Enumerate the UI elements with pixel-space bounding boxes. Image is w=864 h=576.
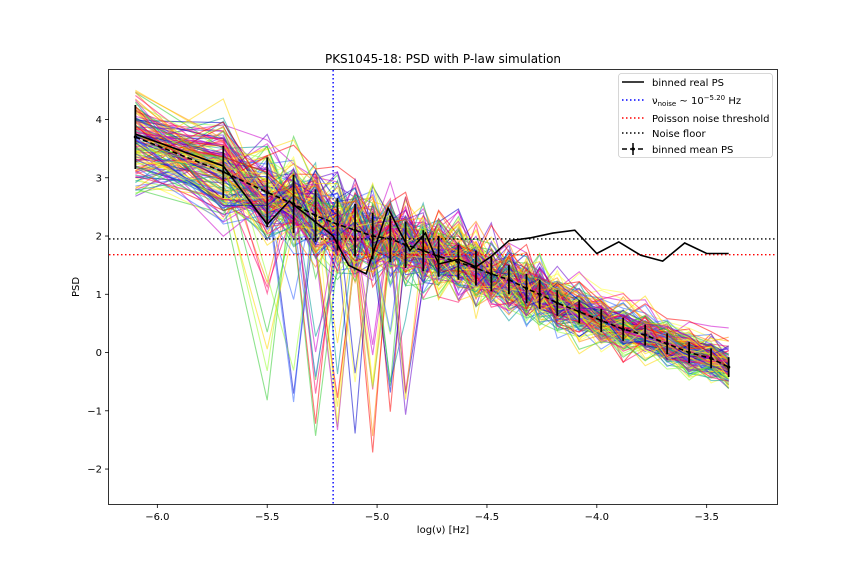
mean-ps-point bbox=[335, 222, 340, 226]
y-tick-label: −1 bbox=[87, 406, 102, 417]
mean-ps-point bbox=[353, 228, 357, 232]
legend: binned real PS νnoise ~ 10−5.20 Hz Poiss… bbox=[618, 73, 773, 158]
x-tick-label: −4.0 bbox=[585, 512, 609, 523]
simulated-curve bbox=[135, 134, 729, 422]
mean-ps-point bbox=[524, 286, 529, 291]
mean-ps-point bbox=[221, 170, 225, 174]
y-tick-label: 1 bbox=[96, 290, 102, 301]
x-axis-label: log(ν) [Hz] bbox=[417, 525, 469, 536]
legend-mean-ps-label: binned mean PS bbox=[652, 145, 733, 156]
legend-mean-ps-marker bbox=[631, 147, 635, 151]
chart-title: PKS1045-18: PSD with P-law simulation bbox=[325, 52, 561, 66]
y-axis-label: PSD bbox=[71, 277, 82, 297]
x-tick-label: −5.5 bbox=[255, 512, 279, 523]
mean-ps-point bbox=[456, 260, 460, 264]
mean-ps-point bbox=[421, 248, 425, 253]
plot-frame bbox=[108, 69, 778, 505]
mean-ps-point bbox=[474, 266, 478, 270]
mean-ps-point bbox=[489, 272, 493, 276]
x-tick-label: −4.5 bbox=[475, 512, 499, 523]
mean-ps-point bbox=[313, 214, 318, 218]
legend-floor-label: Noise floor bbox=[652, 129, 706, 140]
y-tick-label: 2 bbox=[96, 232, 102, 243]
mean-ps-point bbox=[621, 327, 625, 331]
legend-poisson-label: Poisson noise threshold bbox=[652, 114, 770, 125]
mean-ps-point bbox=[727, 365, 731, 369]
legend-noise-freq-label: νnoise ~ 10−5.20 Hz bbox=[652, 94, 741, 108]
mean-ps-point bbox=[404, 243, 408, 247]
mean-ps-point bbox=[538, 292, 542, 296]
mean-ps-point bbox=[265, 190, 269, 194]
mean-ps-point bbox=[555, 301, 559, 305]
simulated-curve bbox=[135, 121, 730, 370]
x-tick-label: −6.0 bbox=[145, 512, 169, 523]
x-tick-label: −3.5 bbox=[695, 512, 719, 523]
mean-ps-point bbox=[291, 202, 296, 206]
x-tick-label: −5.0 bbox=[365, 512, 389, 523]
plot-area bbox=[109, 70, 777, 504]
legend-real-ps-label: binned real PS bbox=[652, 78, 724, 89]
axis-ticks: −6.0 −5.5 −5.0 −4.5 −4.0 −3.5 −2 −1 0 1 2 3 4 bbox=[87, 115, 719, 523]
mean-ps-point bbox=[709, 356, 713, 360]
mean-ps-point bbox=[665, 342, 669, 346]
y-tick-label: 4 bbox=[96, 115, 102, 126]
mean-ps-point bbox=[577, 310, 581, 314]
mean-ps-point bbox=[388, 237, 392, 241]
mean-ps-point bbox=[507, 278, 511, 282]
series-binned-mean-ps bbox=[135, 136, 730, 368]
legend-box bbox=[618, 73, 773, 158]
mean-ps-point bbox=[643, 333, 647, 337]
mean-ps-point bbox=[687, 350, 691, 355]
simulated-curve bbox=[135, 142, 730, 394]
simulated-curve bbox=[135, 165, 730, 389]
y-tick-label: −2 bbox=[87, 465, 102, 476]
simulated-curve bbox=[135, 134, 729, 373]
y-tick-label: 0 bbox=[96, 348, 102, 359]
mean-ps-point bbox=[599, 318, 603, 323]
y-tick-label: 3 bbox=[96, 173, 102, 184]
mean-ps-point bbox=[133, 135, 137, 139]
mean-ps-point bbox=[371, 234, 375, 238]
simulated-curve bbox=[135, 152, 729, 362]
simulated-curve bbox=[135, 139, 729, 358]
simulated-curve bbox=[135, 147, 730, 362]
mean-ps-point bbox=[437, 254, 441, 259]
